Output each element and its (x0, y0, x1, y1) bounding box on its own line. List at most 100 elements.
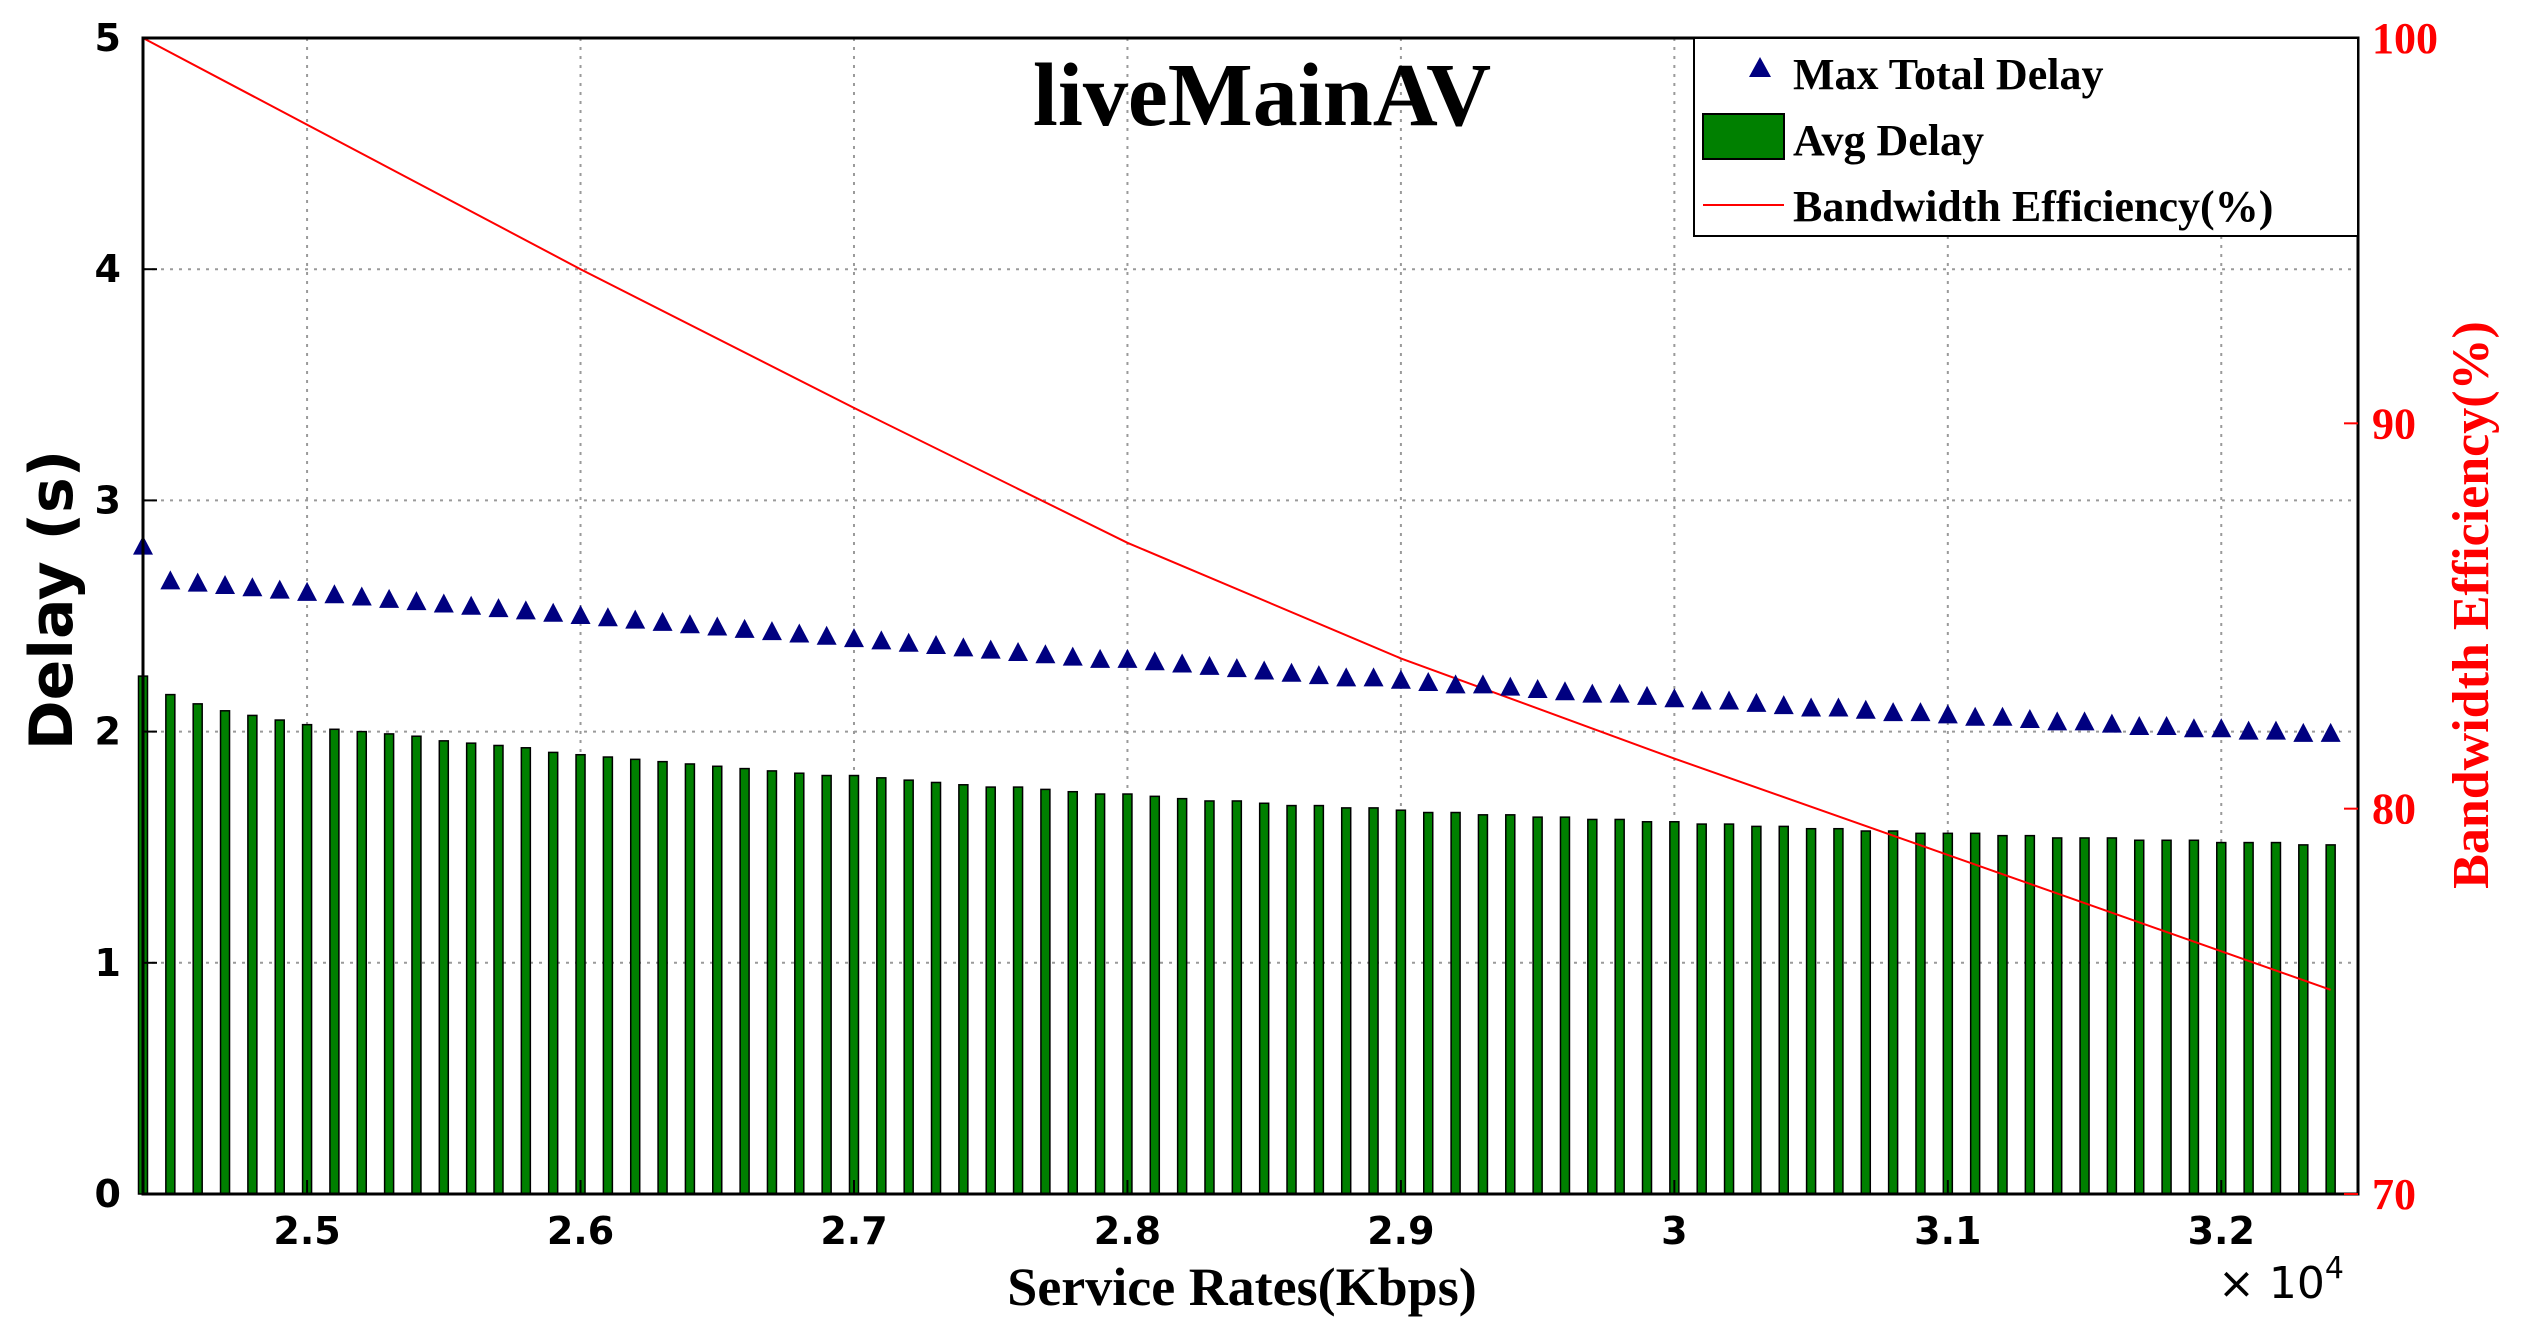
avg-delay-bar (1176, 797, 1188, 1195)
x-axis-multiplier-exponent: 4 (2325, 1251, 2344, 1286)
avg-delay-bar (1669, 821, 1680, 1195)
avg-delay-bar (1067, 790, 1079, 1195)
max-delay-marker (351, 586, 372, 606)
legend: Max Total Delay Avg Delay Bandwidth Effi… (1693, 37, 2359, 237)
y-axis-label: Delay (s) (17, 450, 87, 750)
max-delay-marker (1801, 697, 1822, 717)
y2-tick-label: 90 (2372, 399, 2416, 448)
max-delay-marker (2238, 720, 2259, 740)
max-delay-marker (2320, 722, 2341, 742)
avg-delay-bar (766, 770, 778, 1195)
avg-delay-bar (2216, 841, 2227, 1195)
max-delay-marker (269, 579, 290, 599)
avg-delay-bar (329, 728, 340, 1195)
avg-delay-bar (1805, 827, 1817, 1195)
avg-delay-bar (739, 767, 750, 1195)
avg-delay-bar (958, 784, 969, 1195)
avg-delay-bar (629, 758, 641, 1195)
max-delay-marker (187, 572, 208, 592)
avg-delay-bar (1286, 804, 1297, 1195)
avg-delay-bar (1422, 811, 1434, 1195)
avg-delay-bar (1696, 823, 1707, 1195)
max-delay-marker (1390, 669, 1411, 689)
max-delay-marker (1472, 674, 1493, 694)
avg-delay-bar (1258, 802, 1270, 1195)
avg-delay-bar (1559, 816, 1571, 1195)
avg-delay-bar (1942, 832, 1954, 1195)
max-delay-marker (1609, 683, 1630, 703)
max-delay-marker (843, 628, 864, 648)
avg-delay-bar (219, 710, 231, 1195)
max-delay-marker (761, 621, 782, 641)
max-delay-marker (871, 630, 892, 650)
avg-delay-bar (575, 753, 586, 1195)
max-delay-marker (1254, 660, 1275, 680)
avg-delay-bar (356, 730, 368, 1195)
avg-delay-bar (1395, 809, 1407, 1195)
max-delay-marker (1281, 662, 1302, 682)
max-delay-marker (2101, 713, 2122, 733)
max-delay-marker (1746, 692, 1767, 712)
max-delay-marker (2019, 709, 2040, 729)
avg-delay-bar (1012, 786, 1024, 1195)
avg-delay-bar (1231, 800, 1243, 1195)
max-delay-marker (570, 605, 591, 624)
avg-delay-bar (1040, 788, 1051, 1195)
max-delay-marker (379, 588, 400, 608)
avg-delay-bar (848, 774, 860, 1195)
x-axis-multiplier-base: × 10 (2218, 1258, 2325, 1309)
y2-tick-label: 80 (2372, 785, 2416, 834)
max-delay-marker (1527, 678, 1548, 698)
avg-delay-bar (1532, 816, 1543, 1195)
avg-delay-bar (2188, 839, 2200, 1195)
avg-delay-bars (137, 675, 2336, 1195)
x-tick-label: 2.5 (273, 1209, 340, 1253)
legend-efficiency-label: Bandwidth Efficiency(%) (1793, 182, 2273, 231)
max-delay-marker (1554, 681, 1575, 701)
max-delay-marker (1773, 695, 1794, 715)
max-delay-marker (1117, 648, 1138, 668)
max-delay-marker (324, 584, 345, 604)
max-delay-marker (1910, 702, 1931, 722)
avg-delay-bar (1778, 825, 1789, 1195)
max-delay-marker (1308, 665, 1329, 685)
max-delay-marker (953, 637, 974, 657)
max-delay-marker (2156, 715, 2177, 735)
max-delay-marker (2293, 722, 2314, 742)
max-delay-marker (1172, 653, 1193, 673)
max-delay-marker (242, 577, 263, 597)
avg-delay-bar (821, 774, 832, 1195)
avg-delay-bar (602, 756, 614, 1195)
legend-avg-delay-swatch (1702, 113, 1785, 160)
avg-delay-bar (1122, 793, 1133, 1195)
avg-delay-bar (684, 763, 696, 1195)
avg-delay-bar (712, 765, 723, 1195)
avg-delay-bar (1094, 793, 1106, 1195)
axis-ticks: 2.5 2.6 2.7 2.8 2.9 3 3.1 3.2 0 1 2 3 4 5 70 80 90 100 (95, 14, 2438, 1253)
avg-delay-bar (2243, 841, 2254, 1195)
y2-axis-label: Bandwidth Efficiency(%) (2443, 321, 2500, 889)
max-delay-marker (1090, 648, 1111, 668)
max-delay-marker (1035, 644, 1056, 664)
max-delay-marker (1937, 704, 1958, 724)
max-delay-marker (1008, 641, 1029, 661)
avg-delay-bar (1368, 807, 1379, 1195)
max-delay-marker (2129, 715, 2150, 735)
avg-delay-bar (1313, 804, 1325, 1195)
chart-title: liveMainAV (1033, 46, 1491, 145)
y2-tick-label: 100 (2372, 14, 2438, 63)
x-tick-label: 2.7 (820, 1209, 887, 1253)
max-delay-marker (406, 591, 427, 611)
avg-delay-bar (657, 760, 668, 1195)
avg-delay-bar (1340, 807, 1352, 1195)
max-delay-marker (1199, 655, 1220, 675)
avg-delay-bar (383, 733, 395, 1195)
x-tick-label: 3 (1661, 1209, 1687, 1253)
avg-delay-bar (2106, 837, 2118, 1195)
avg-delay-bar (1860, 830, 1872, 1195)
avg-delay-bar (2024, 834, 2036, 1195)
avg-delay-bar (1641, 821, 1653, 1195)
max-delay-marker (160, 570, 181, 590)
avg-delay-bar (465, 742, 477, 1195)
x-tick-label: 3.1 (1914, 1209, 1981, 1253)
